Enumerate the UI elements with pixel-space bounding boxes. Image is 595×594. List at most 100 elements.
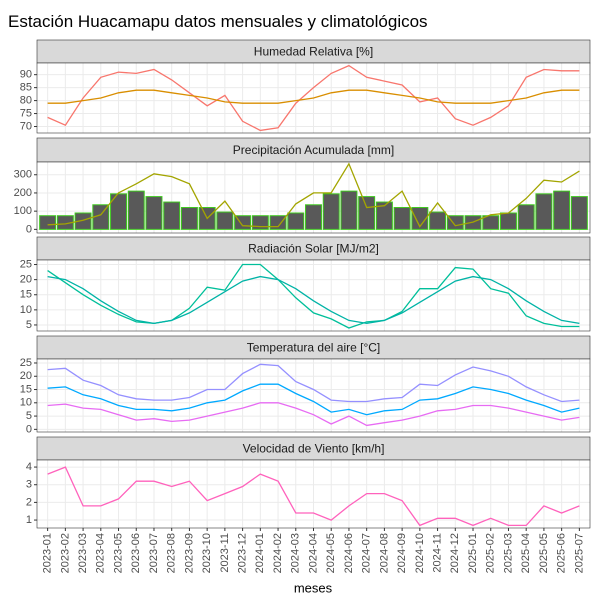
y-tick-label: 200	[14, 187, 32, 199]
y-tick-label: 80	[20, 94, 32, 106]
y-tick-label: 0	[26, 223, 32, 235]
x-tick-label: 2024-06	[343, 533, 355, 573]
x-tick-label: 2023-09	[183, 533, 195, 573]
bar	[163, 201, 181, 230]
x-tick-label: 2023-06	[130, 533, 142, 573]
line	[47, 89, 580, 104]
y-tick-label: 1	[26, 514, 32, 526]
bar	[287, 212, 305, 230]
bar	[358, 196, 376, 230]
strip-title: Humedad Relativa [%]	[254, 45, 373, 59]
y-tick-label: 25	[20, 357, 32, 369]
strip-title: Temperatura del aire [°C]	[247, 341, 381, 355]
y-tick-label: 10	[20, 304, 32, 316]
x-tick-label: 2023-10	[201, 533, 213, 573]
y-tick-label: 5	[26, 319, 32, 331]
x-tick-label: 2024-10	[414, 533, 426, 573]
x-tick-label: 2025-02	[485, 533, 497, 573]
bar	[180, 207, 198, 230]
x-tick-label: 2024-12	[449, 533, 461, 573]
x-tick-label: 2025-05	[538, 533, 550, 573]
bar	[39, 215, 57, 230]
y-tick-label: 5	[26, 410, 32, 422]
y-tick-label: 3	[26, 479, 32, 491]
y-tick-label: 20	[20, 370, 32, 382]
bar	[482, 215, 500, 230]
x-tick-label: 2025-06	[556, 533, 568, 573]
x-tick-label: 2025-03	[502, 533, 514, 573]
y-tick-label: 10	[20, 397, 32, 409]
y-tick-label: 4	[26, 461, 32, 473]
bar	[517, 204, 535, 230]
x-tick-label: 2024-05	[325, 533, 337, 573]
x-tick-label: 2025-01	[467, 533, 479, 573]
bar	[305, 204, 322, 230]
x-tick-label: 2023-05	[112, 533, 124, 573]
bar	[375, 201, 393, 230]
x-tick-label: 2024-02	[272, 533, 284, 573]
bar	[411, 207, 429, 230]
x-axis-label: meses	[294, 580, 333, 594]
panel-border	[36, 259, 591, 332]
line	[47, 363, 580, 403]
strip-title: Radiación Solar [MJ/m2]	[248, 242, 379, 256]
y-tick-label: 85	[20, 82, 32, 94]
bar	[446, 215, 464, 230]
x-tick-label: 2024-01	[254, 533, 266, 573]
line	[47, 275, 580, 325]
x-tick-label: 2023-03	[77, 533, 89, 573]
bar	[216, 211, 234, 230]
bar	[535, 193, 553, 230]
x-tick-label: 2023-02	[59, 533, 71, 573]
line	[47, 64, 580, 132]
bar	[429, 211, 447, 230]
panel-border	[36, 358, 591, 433]
bar	[269, 215, 287, 230]
line	[47, 263, 580, 329]
bar	[322, 193, 340, 230]
bar	[393, 207, 411, 230]
chart-title: Estación Huacamapu datos mensuales y cli…	[8, 12, 428, 31]
bar	[340, 190, 358, 230]
y-tick-label: 100	[14, 205, 32, 217]
x-tick-label: 2024-07	[361, 533, 373, 573]
bar	[145, 196, 163, 230]
x-tick-label: 2023-01	[42, 533, 54, 573]
x-tick-label: 2023-07	[148, 533, 160, 573]
x-tick-label: 2024-09	[396, 533, 408, 573]
panel-border	[36, 62, 591, 134]
bar	[74, 212, 92, 230]
line	[47, 466, 580, 527]
x-tick-label: 2024-08	[378, 533, 390, 573]
strip-title: Velocidad de Viento [km/h]	[243, 442, 385, 456]
line	[47, 383, 580, 416]
panel-border	[36, 161, 591, 234]
y-tick-label: 15	[20, 289, 32, 301]
bar	[499, 212, 517, 230]
x-tick-label: 2025-07	[573, 533, 585, 573]
strip	[36, 137, 591, 163]
line	[47, 162, 580, 228]
y-tick-label: 90	[20, 69, 32, 81]
x-tick-label: 2025-04	[520, 533, 532, 573]
y-tick-label: 2	[26, 496, 32, 508]
y-tick-label: 70	[20, 120, 32, 132]
x-tick-label: 2023-12	[237, 533, 249, 573]
y-tick-label: 300	[14, 169, 32, 181]
y-tick-label: 75	[20, 107, 32, 119]
strip-title: Precipitación Acumulada [mm]	[233, 143, 394, 157]
x-tick-label: 2024-11	[431, 533, 443, 573]
x-tick-label: 2024-03	[290, 533, 302, 573]
bar	[570, 196, 588, 230]
bar	[251, 215, 269, 230]
y-tick-label: 15	[20, 383, 32, 395]
x-tick-label: 2023-04	[95, 533, 107, 573]
bar	[127, 190, 145, 230]
x-tick-label: 2023-11	[219, 533, 231, 573]
y-tick-label: 20	[20, 274, 32, 286]
line	[47, 402, 580, 427]
x-tick-label: 2023-08	[166, 533, 178, 573]
y-tick-label: 0	[26, 423, 32, 435]
x-tick-label: 2024-04	[307, 533, 319, 573]
